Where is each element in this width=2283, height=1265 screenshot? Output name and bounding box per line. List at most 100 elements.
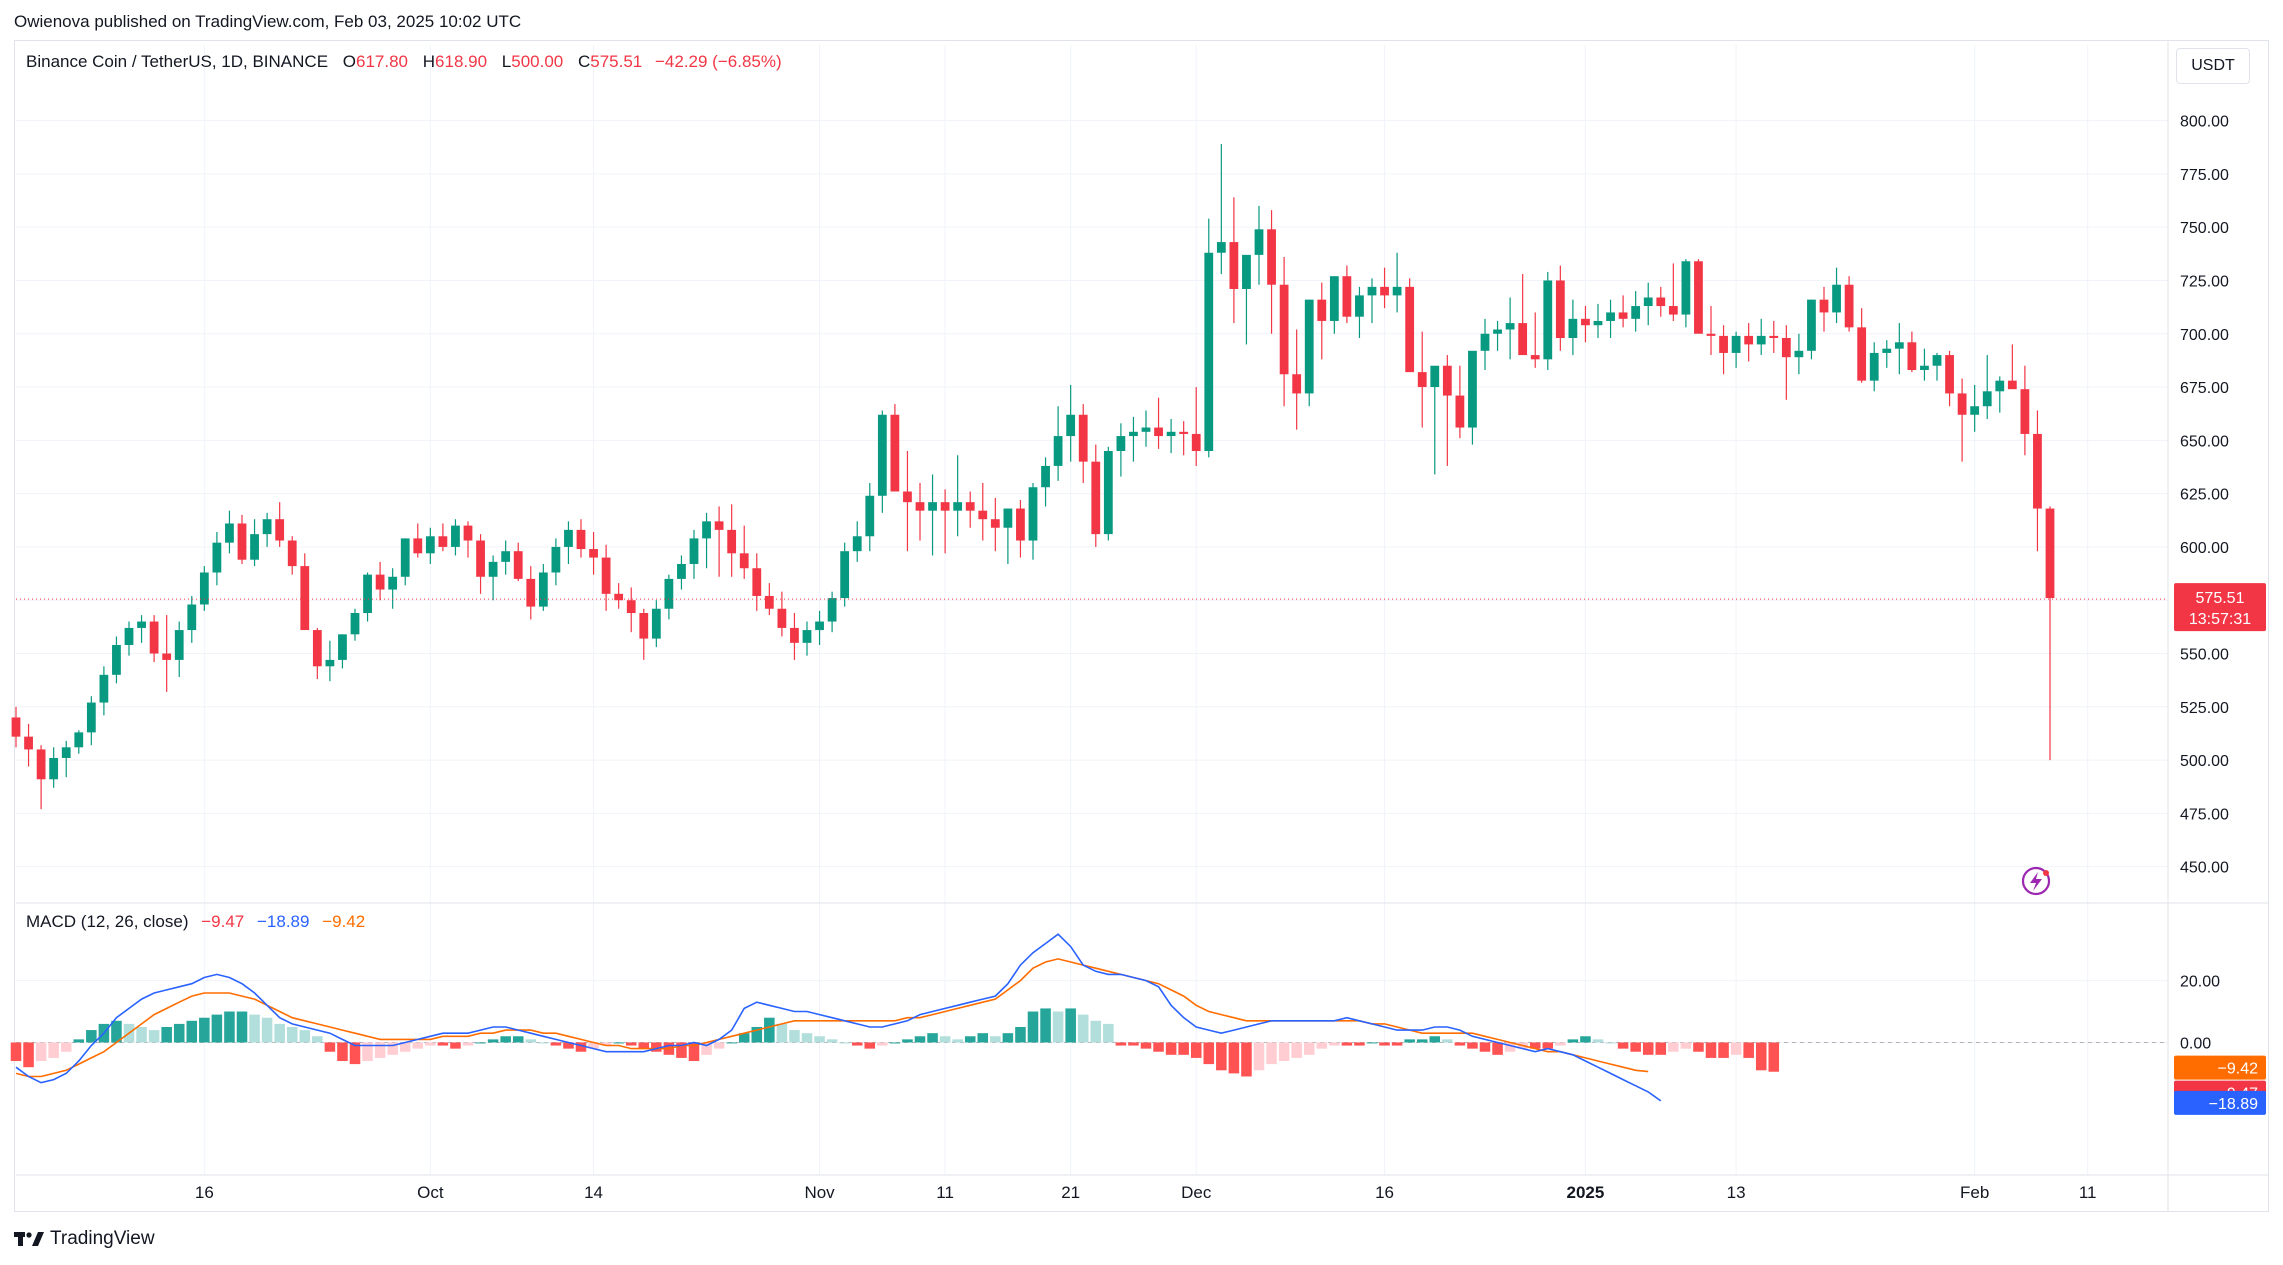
candle bbox=[1505, 323, 1515, 330]
time-tick-label: 11 bbox=[936, 1183, 954, 1202]
time-tick-label: 11 bbox=[2079, 1183, 2097, 1202]
macd-histogram-bar bbox=[362, 1042, 373, 1062]
price-legend: Binance Coin / TetherUS, 1D, BINANCE O61… bbox=[26, 52, 782, 72]
candle bbox=[1342, 276, 1352, 317]
macd-histogram-bar bbox=[337, 1042, 348, 1062]
candle bbox=[501, 551, 511, 562]
macd-histogram-bar bbox=[764, 1017, 775, 1043]
macd-histogram-bar bbox=[1655, 1042, 1667, 1055]
macd-histogram-bar bbox=[1529, 1042, 1541, 1049]
macd-histogram-bar bbox=[789, 1030, 800, 1043]
candle bbox=[1053, 436, 1063, 466]
candle bbox=[538, 572, 548, 607]
price-tag bbox=[2174, 583, 2266, 632]
candle bbox=[1254, 229, 1264, 255]
candle bbox=[576, 529, 586, 550]
high-value: 618.90 bbox=[435, 52, 488, 71]
candle bbox=[1392, 286, 1402, 296]
candle bbox=[940, 502, 950, 511]
candle bbox=[1882, 348, 1892, 353]
macd-histogram-bar bbox=[927, 1033, 938, 1043]
symbol-title[interactable]: Binance Coin / TetherUS, 1D, BINANCE bbox=[26, 52, 329, 71]
macd-histogram-bar bbox=[148, 1030, 160, 1043]
macd-histogram-bar bbox=[1605, 1042, 1616, 1044]
macd-histogram-bar bbox=[525, 1039, 537, 1043]
candle bbox=[1154, 427, 1163, 437]
price-tick-label: 500.00 bbox=[2180, 753, 2229, 770]
footer-brand-label: TradingView bbox=[50, 1228, 155, 1249]
candle bbox=[1706, 333, 1716, 336]
macd-histogram-bar bbox=[23, 1042, 34, 1068]
macd-histogram-bar bbox=[236, 1011, 248, 1043]
candle bbox=[1518, 323, 1528, 356]
candle bbox=[124, 627, 134, 645]
open-value: 617.80 bbox=[356, 52, 409, 71]
macd-histogram-bar bbox=[73, 1039, 85, 1043]
candle bbox=[1995, 380, 2005, 392]
candle bbox=[312, 630, 322, 667]
currency-button[interactable]: USDT bbox=[2176, 48, 2250, 84]
macd-histogram-bar bbox=[1128, 1042, 1139, 1046]
macd-histogram-bar bbox=[312, 1036, 323, 1043]
macd-histogram-bar bbox=[952, 1039, 963, 1043]
macd-histogram-bar bbox=[35, 1042, 47, 1062]
macd-title[interactable]: MACD (12, 26, close) bbox=[26, 912, 189, 931]
macd-histogram-bar bbox=[625, 1042, 637, 1046]
macd-histogram-bar bbox=[1077, 1014, 1089, 1043]
candle bbox=[375, 574, 385, 590]
candle bbox=[162, 653, 172, 660]
publisher-line: Owienova published on TradingView.com, F… bbox=[14, 12, 522, 31]
macd-histogram-bar bbox=[487, 1039, 499, 1043]
macd-histogram-bar bbox=[1680, 1042, 1692, 1049]
candle bbox=[1066, 414, 1076, 437]
candle bbox=[664, 578, 674, 609]
footer-brand[interactable]: TradingView bbox=[14, 1228, 155, 1250]
time-tick-label: 14 bbox=[584, 1183, 603, 1202]
macd-histogram-bar bbox=[1291, 1042, 1302, 1058]
macd-histogram-bar bbox=[274, 1023, 285, 1043]
macd-histogram-bar bbox=[1642, 1042, 1654, 1055]
candle bbox=[1242, 254, 1251, 289]
time-tick-label: Feb bbox=[1960, 1183, 1989, 1202]
candle bbox=[865, 495, 875, 537]
macd-histogram-bar bbox=[500, 1036, 511, 1043]
candle bbox=[49, 757, 59, 780]
candle bbox=[1455, 395, 1465, 428]
macd-histogram-bar bbox=[399, 1042, 411, 1052]
candle bbox=[1781, 338, 1791, 358]
candle bbox=[187, 604, 197, 631]
candle bbox=[1493, 329, 1502, 334]
price-tick-label: 625.00 bbox=[2180, 487, 2229, 504]
candle bbox=[890, 414, 900, 492]
macd-histogram-bar bbox=[136, 1026, 147, 1043]
candle bbox=[764, 595, 774, 609]
candle bbox=[99, 674, 109, 703]
chart-frame bbox=[14, 40, 2269, 1212]
time-tick-label: 13 bbox=[1727, 1183, 1746, 1202]
candle bbox=[338, 634, 347, 660]
time-tick-label: Dec bbox=[1181, 1183, 1212, 1202]
macd-tick-label: 0.00 bbox=[2180, 1035, 2211, 1052]
macd-histogram-bar bbox=[1592, 1039, 1604, 1043]
candle bbox=[614, 593, 624, 601]
macd-histogram-bar bbox=[224, 1011, 235, 1043]
candle bbox=[1191, 433, 1201, 451]
candle bbox=[275, 519, 285, 541]
alert-icon-ring bbox=[2021, 866, 2051, 896]
macd-histogram-bar bbox=[387, 1042, 398, 1055]
macd-histogram-bar bbox=[1668, 1042, 1679, 1052]
candle bbox=[1329, 276, 1339, 321]
macd-histogram-bar bbox=[964, 1036, 976, 1043]
candle bbox=[438, 536, 448, 547]
candle bbox=[1894, 342, 1904, 349]
macd-histogram-bar bbox=[249, 1014, 260, 1043]
macd-histogram-bar bbox=[286, 1026, 298, 1043]
macd-histogram-bar bbox=[1542, 1042, 1554, 1049]
candle bbox=[1292, 374, 1302, 394]
high-label: H bbox=[422, 52, 436, 71]
candle bbox=[1694, 261, 1703, 334]
macd-histogram-bar bbox=[588, 1042, 599, 1049]
candle bbox=[1744, 335, 1754, 345]
candle bbox=[1581, 318, 1590, 326]
